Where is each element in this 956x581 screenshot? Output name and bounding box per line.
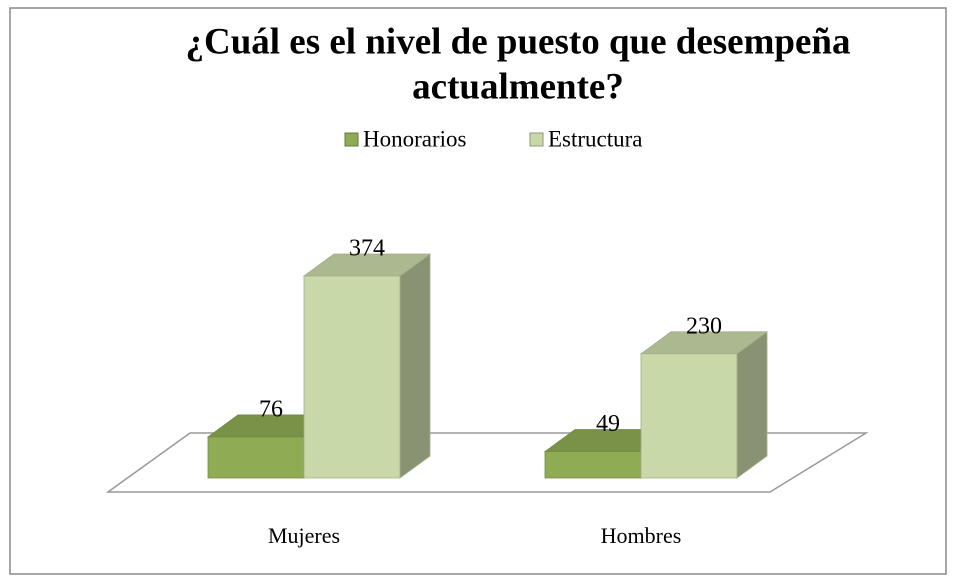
bar [639,330,769,479]
data-label: 230 [686,313,722,339]
x-tick-label: Mujeres [268,523,340,548]
data-label: 49 [596,411,620,437]
legend-swatch [344,132,359,147]
chart-title: ¿Cuál es el nivel de puesto que desempeñ… [185,21,850,62]
data-label: 374 [349,236,385,262]
bar-face [303,275,401,479]
bar [302,253,432,479]
legend-label: Honorarios [363,126,467,151]
bar-face [207,436,305,479]
data-label: 76 [259,396,283,422]
legend-swatch [529,132,544,147]
bar-face [736,330,768,479]
bar-face [640,353,738,479]
bar-face [399,253,431,479]
legend-label: Estructura [548,126,643,151]
bar-face [544,451,642,479]
x-tick-label: Hombres [601,523,682,548]
chart-title: actualmente? [412,66,624,107]
